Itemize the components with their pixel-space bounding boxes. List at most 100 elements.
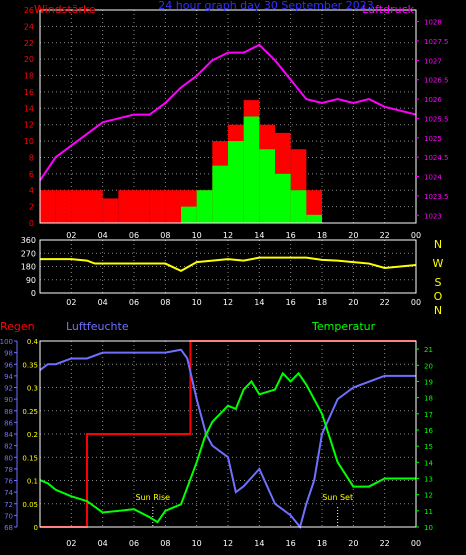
y-tick-label: 360 [21,236,36,245]
wind-gust-bar [165,190,181,223]
wind-gust-bar [71,190,87,223]
y-tick-label: 12 [24,121,34,130]
direction-letter: W [433,257,444,270]
y-tick-label: 10 [424,524,433,532]
x-tick-label: 06 [129,298,139,307]
y-tick-label: 1025.5 [424,115,449,123]
x-tick-label: 10 [192,298,202,307]
y-tick-label: 15 [424,443,433,451]
y-tick-label: 2 [29,203,34,212]
y-tick-label: 6 [29,170,34,179]
y-tick-label: 0.1 [27,478,38,486]
wind-axis-label: Windstärke [34,3,96,16]
sun-marker-label: Sun Set [322,493,353,502]
y-tick-label: 1023.5 [424,193,449,201]
top-x-ticks: 02 04 06 08 10 12 14 16 18 20 22 00 [66,231,421,240]
y-tick-label: 1028 [424,19,442,27]
y-tick-label: 1026.5 [424,77,449,85]
direction-letter: S [435,276,442,289]
wind-bars [40,100,322,223]
humidity-line [39,348,416,530]
y-tick-label: 98 [4,350,13,358]
y-tick-label: 90 [4,396,13,404]
y-tick-label: 20 [424,362,433,370]
y-tick-label: 10 [24,137,34,146]
x-tick-label: 18 [317,298,327,307]
x-tick-label: 08 [160,298,170,307]
y-tick-label: 0.35 [22,361,38,369]
humidity-axis-label: Luftfeuchte [66,320,129,333]
x-tick-label: 20 [348,298,358,307]
y-tick-label: 24 [24,22,34,31]
wind-avg-bar [243,116,260,223]
x-tick-label: 02 [66,539,76,548]
y-tick-label: 14 [424,459,433,467]
y-tick-label: 68 [4,524,13,532]
wind-gust-bar [40,190,56,223]
y-tick-label: 20 [24,55,34,64]
chart-title: 24 hour graph day 30 September 2023 [158,0,373,12]
x-tick-label: 12 [223,298,233,307]
x-tick-label: 16 [286,298,296,307]
y-tick-label: 0 [31,289,36,298]
temperature-axis-ticks: 10 11 12 13 14 15 16 17 18 19 20 21 [416,346,433,532]
x-tick-label: 20 [348,539,358,548]
y-tick-label: 86 [4,419,13,427]
y-tick-label: 270 [21,249,36,258]
direction-letter: O [434,290,443,303]
x-tick-label: 10 [192,231,202,240]
y-tick-label: 13 [424,475,433,483]
humidity-axis-ticks: 68 70 72 74 76 78 80 82 84 86 88 90 92 94 96 98 100 [0,338,17,532]
x-tick-label: 14 [254,539,264,548]
x-tick-label: 14 [254,298,264,307]
y-tick-label: 94 [4,373,13,381]
y-tick-label: 1023 [424,212,442,220]
x-tick-label: 20 [348,231,358,240]
x-tick-label: 00 [411,298,421,307]
x-tick-label: 16 [286,231,296,240]
wind-direction-line [40,256,417,273]
mid-plot-frame [39,239,417,294]
y-tick-label: 0.05 [22,501,38,509]
y-tick-label: 96 [4,361,13,369]
mid-panel: 0 90 180 270 360 02 04 06 08 10 12 14 16 18 20 22 00 N … [21,236,444,317]
direction-letters: N W S O N [433,238,444,317]
y-tick-label: 88 [4,408,13,416]
y-tick-label: 12 [424,492,433,500]
direction-letter: N [434,304,442,317]
x-tick-label: 14 [254,231,264,240]
y-tick-label: 8 [29,153,34,162]
y-tick-label: 82 [4,443,13,451]
pressure-axis-label: Luftdruck [362,3,414,16]
wind-avg-bar [196,190,213,223]
x-tick-label: 22 [380,539,390,548]
x-tick-label: 08 [160,231,170,240]
x-tick-label: 04 [98,539,108,548]
y-tick-label: 1024 [424,174,442,182]
x-tick-label: 02 [66,298,76,307]
wind-avg-bar [181,206,197,223]
y-tick-label: 72 [4,501,13,509]
y-tick-label: 16 [424,427,433,435]
x-tick-label: 02 [66,231,76,240]
y-tick-label: 0.2 [27,431,38,439]
y-tick-label: 16 [24,88,34,97]
bottom-x-ticks: 02 04 06 08 10 12 14 16 18 20 22 00 [66,539,421,548]
rain-axis-label: Regen [0,320,35,333]
y-tick-label: 92 [4,385,13,393]
y-tick-label: 70 [4,512,13,520]
sun-marker-label: Sun Rise [135,493,170,502]
x-tick-label: 10 [192,539,202,548]
y-tick-label: 74 [4,489,13,497]
y-tick-label: 1026 [424,96,442,104]
bottom-panel: Regen Luftfeuchte Temperatur Sun Rise Sun… [0,320,433,548]
y-tick-label: 0 [34,524,38,532]
y-tick-label: 14 [24,104,34,113]
wind-avg-bar [290,190,307,223]
y-tick-label: 1025 [424,135,442,143]
wind-avg-bar [228,141,244,223]
top-plot-frame [39,9,417,224]
y-tick-label: 17 [424,411,433,419]
